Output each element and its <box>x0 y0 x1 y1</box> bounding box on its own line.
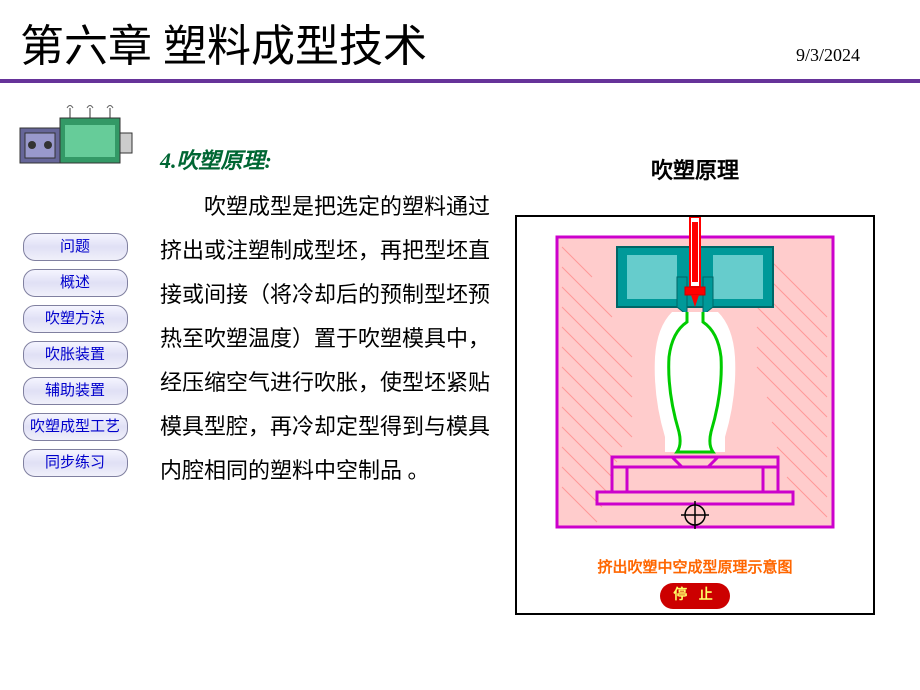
diagram-area: 吹塑原理 <box>500 93 900 625</box>
diagram-title: 吹塑原理 <box>510 153 880 185</box>
date-label: 9/3/2024 <box>796 45 860 66</box>
nav-button-aux-device[interactable]: 辅助装置 <box>23 377 128 405</box>
nav-button-blow-method[interactable]: 吹塑方法 <box>23 305 128 333</box>
diagram-caption: 挤出吹塑中空成型原理示意图 <box>517 556 873 577</box>
machine-icon <box>15 103 135 173</box>
content-area: 问题 概述 吹塑方法 吹胀装置 辅助装置 吹塑成型工艺 同步练习 4.吹塑原理:… <box>0 83 920 625</box>
sidebar: 问题 概述 吹塑方法 吹胀装置 辅助装置 吹塑成型工艺 同步练习 <box>0 93 150 625</box>
blow-mold-diagram <box>517 217 873 547</box>
section-title: 4.吹塑原理: <box>160 143 490 175</box>
nav-button-overview[interactable]: 概述 <box>23 269 128 297</box>
nav-button-inflation-device[interactable]: 吹胀装置 <box>23 341 128 369</box>
stop-button[interactable]: 停 止 <box>660 583 730 609</box>
body-paragraph: 吹塑成型是把选定的塑料通过挤出或注塑制成型坯，再把型坯直接或间接（将冷却后的预制… <box>160 185 490 493</box>
nav-button-exercises[interactable]: 同步练习 <box>23 449 128 477</box>
diagram-box: 挤出吹塑中空成型原理示意图 停 止 <box>515 215 875 615</box>
nav-button-questions[interactable]: 问题 <box>23 233 128 261</box>
chapter-title: 第六章 塑料成型技术 <box>20 10 427 74</box>
header: 第六章 塑料成型技术 9/3/2024 <box>0 0 920 79</box>
nav-button-blow-process[interactable]: 吹塑成型工艺 <box>23 413 128 441</box>
main-text-area: 4.吹塑原理: 吹塑成型是把选定的塑料通过挤出或注塑制成型坯，再把型坯直接或间接… <box>150 93 500 625</box>
